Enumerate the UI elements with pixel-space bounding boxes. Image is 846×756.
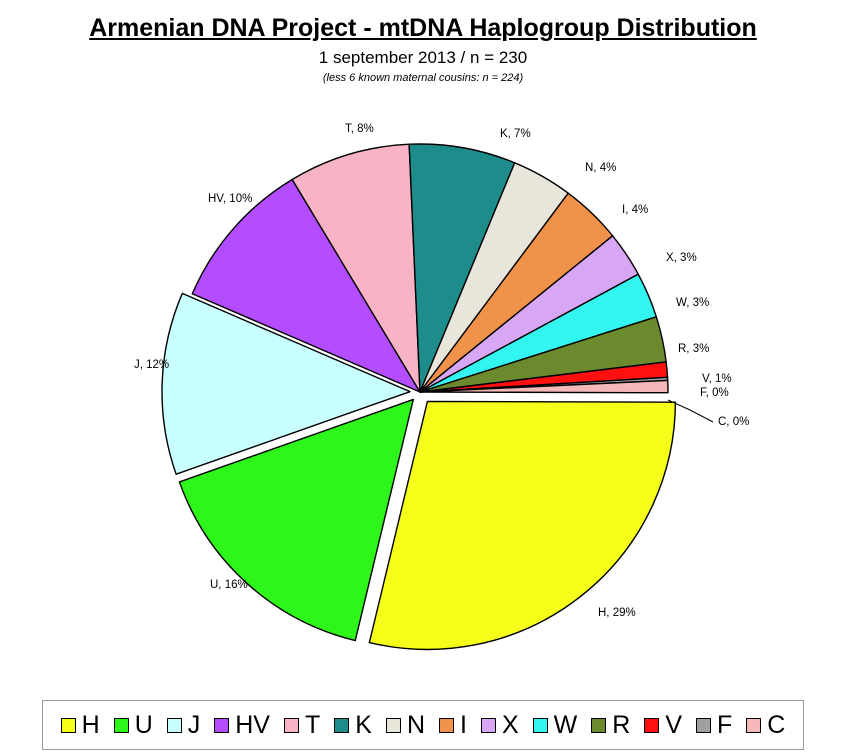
legend-item-h: H [60,710,100,739]
chart-legend: H U J HV T K N I X W R V F C [42,700,804,750]
slice-label-c: C, 0% [718,416,749,428]
legend-item-j: J [166,710,201,739]
pie-chart: H, 29% U, 16% J, 12% HV, 10% T, 8% K, 7% N, 4%… [134,123,749,651]
legend-label-hv: HV [235,710,270,739]
pie-slice-k [408,143,516,393]
legend-item-n: N [385,710,426,739]
slice-label-u: U, 16% [210,579,248,591]
legend-swatch-v [644,717,660,733]
legend-label-t: T [304,710,321,739]
legend-label-f: F [717,710,733,739]
slice-label-hv: HV, 10% [208,193,252,205]
pie-slice-hv [191,178,421,393]
slice-label-f: F, 0% [700,387,729,399]
legend-swatch-i [439,717,455,733]
legend-swatch-hv [214,717,230,733]
legend-item-f: F [696,710,733,739]
legend-label-k: K [355,710,372,739]
slice-label-k: K, 7% [500,128,531,140]
chart-subtitle: 1 september 2013 / n = 230 [318,48,528,67]
legend-swatch-n [385,717,401,733]
legend-item-t: T [283,710,321,739]
legend-item-w: W [532,710,578,739]
legend-item-x: X [480,710,519,739]
legend-swatch-c [746,717,762,733]
legend-label-i: I [460,710,467,739]
pie-slice-h [368,400,677,651]
pie-slice-u [178,398,415,642]
legend-item-i: I [439,710,467,739]
legend-swatch-t [283,717,299,733]
slice-label-r: R, 3% [678,343,709,355]
legend-item-hv: HV [214,710,270,739]
legend-label-j: J [187,710,201,739]
legend-label-c: C [767,710,786,739]
legend-item-u: U [113,710,153,739]
slice-label-t: T, 8% [345,123,374,135]
chart-note: (less 6 known maternal cousins: n = 224) [322,72,524,84]
legend-swatch-r [591,717,607,733]
legend-label-n: N [406,710,426,739]
slice-label-i: I, 4% [622,204,648,216]
legend-swatch-x [480,717,496,733]
legend-label-r: R [612,710,631,739]
legend-swatch-h [60,717,76,733]
pie-slice-j [161,292,411,475]
legend-label-x: X [501,710,519,739]
legend-item-k: K [334,710,372,739]
pie-slice-t [291,143,421,393]
legend-label-u: U [134,710,153,739]
slice-label-x: X, 3% [666,252,697,264]
legend-swatch-u [113,717,129,733]
slice-label-h: H, 29% [598,607,636,619]
legend-label-h: H [81,710,100,739]
legend-item-c: C [746,710,786,739]
legend-swatch-w [532,717,548,733]
legend-label-w: W [553,710,578,739]
legend-swatch-k [334,717,350,733]
slice-label-w: W, 3% [676,297,709,309]
legend-item-r: R [591,710,631,739]
legend-item-v: V [644,710,683,739]
slice-label-n: N, 4% [585,162,616,174]
slice-label-j: J, 12% [134,359,169,371]
legend-swatch-f [696,717,712,733]
chart-title: Armenian DNA Project - mtDNA Haplogroup … [89,14,757,42]
legend-label-v: V [665,710,683,739]
legend-swatch-j [166,717,182,733]
leader-line-c [667,399,714,423]
slice-label-v: V, 1% [702,373,732,385]
pie-slice-c [419,379,669,394]
